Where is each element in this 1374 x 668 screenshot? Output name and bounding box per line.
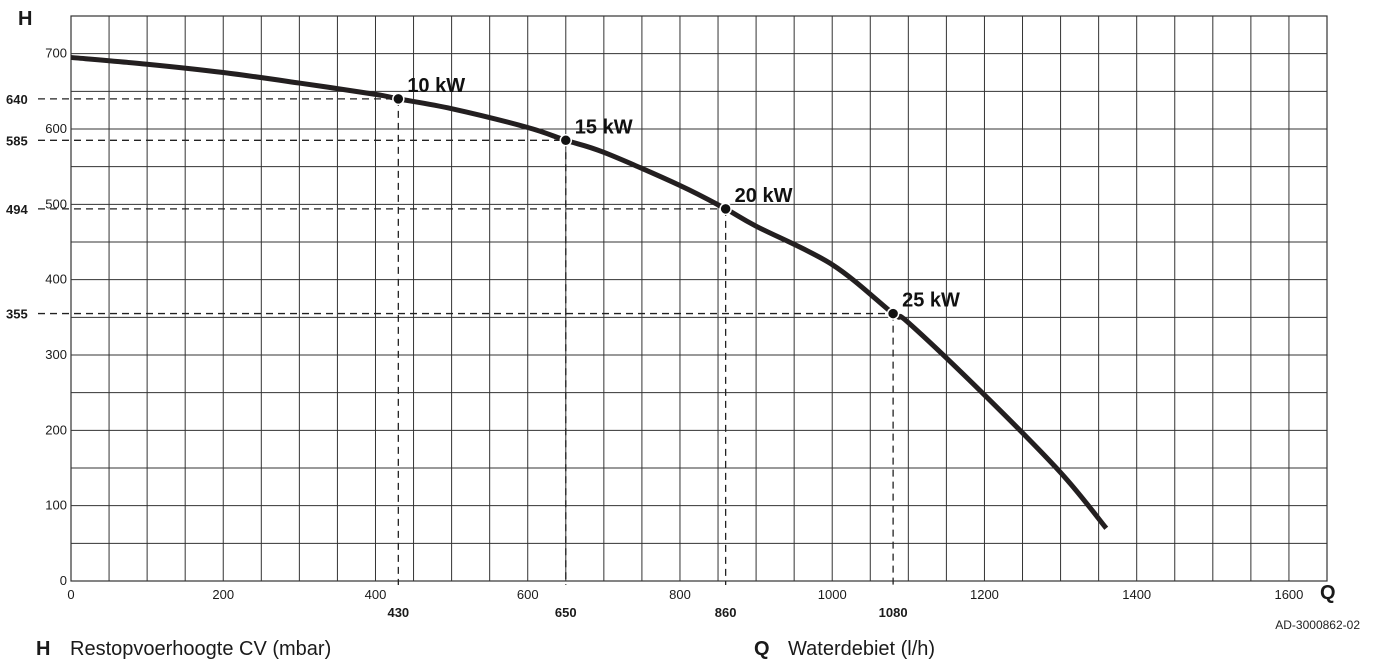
- y-value-label: 494: [6, 202, 28, 217]
- pump-curve-chart: 0 200 400 600 800 1000 1200 1400 1600 0 100 200 300 4…: [0, 0, 1374, 625]
- x-tick-label: 800: [669, 587, 691, 602]
- x-value-label: 430: [387, 605, 409, 620]
- y-tick-label: 500: [45, 196, 67, 211]
- power-point-marker: [720, 203, 731, 214]
- x-tick-label: 1600: [1274, 587, 1303, 602]
- y-tick-label: 700: [45, 46, 67, 61]
- y-tick-label: 400: [45, 272, 67, 287]
- power-point-marker: [393, 93, 404, 104]
- x-tick-label: 1200: [970, 587, 999, 602]
- y-tick-label: 0: [60, 573, 67, 588]
- document-code: AD-3000862-02: [1275, 618, 1360, 632]
- legend-q-key: Q: [754, 638, 788, 661]
- x-value-label: 860: [715, 605, 737, 620]
- highlighted-points: 10 kW 15 kW 20 kW 25 kW: [393, 75, 960, 319]
- x-tick-label: 1000: [818, 587, 847, 602]
- y-value-label: 355: [6, 307, 28, 322]
- y-tick-label: 600: [45, 121, 67, 136]
- y-axis-letter: H: [18, 8, 32, 31]
- grid: [71, 16, 1327, 581]
- x-tick-label: 1400: [1122, 587, 1151, 602]
- y-value-label: 585: [6, 133, 28, 148]
- x-axis-letter: Q: [1320, 582, 1336, 605]
- legend-q: Q Waterdebiet (l/h): [754, 638, 935, 661]
- x-tick-label: 0: [67, 587, 74, 602]
- power-point-label: 15 kW: [575, 116, 633, 138]
- power-point-marker: [560, 135, 571, 146]
- power-point-marker: [888, 308, 899, 319]
- power-point-label: 20 kW: [735, 185, 793, 207]
- x-tick-label: 600: [517, 587, 539, 602]
- y-tick-label: 100: [45, 498, 67, 513]
- guide-lines: [38, 99, 893, 585]
- y-value-label: 640: [6, 92, 28, 107]
- x-tick-label: 200: [212, 587, 234, 602]
- legend-q-text: Waterdebiet (l/h): [788, 638, 935, 660]
- tick-labels: 0 200 400 600 800 1000 1200 1400 1600 0 100 200 300 4…: [6, 46, 1303, 620]
- y-tick-label: 300: [45, 347, 67, 362]
- y-tick-label: 200: [45, 422, 67, 437]
- legend-h: H Restopvoerhoogte CV (mbar): [36, 638, 331, 661]
- power-point-label: 25 kW: [902, 290, 960, 312]
- legend-h-text: Restopvoerhoogte CV (mbar): [70, 638, 331, 660]
- x-value-label: 650: [555, 605, 577, 620]
- plot-frame: [71, 16, 1327, 581]
- power-point-label: 10 kW: [407, 75, 465, 97]
- x-tick-label: 400: [365, 587, 387, 602]
- legend-h-key: H: [36, 638, 70, 661]
- x-value-label: 1080: [879, 605, 908, 620]
